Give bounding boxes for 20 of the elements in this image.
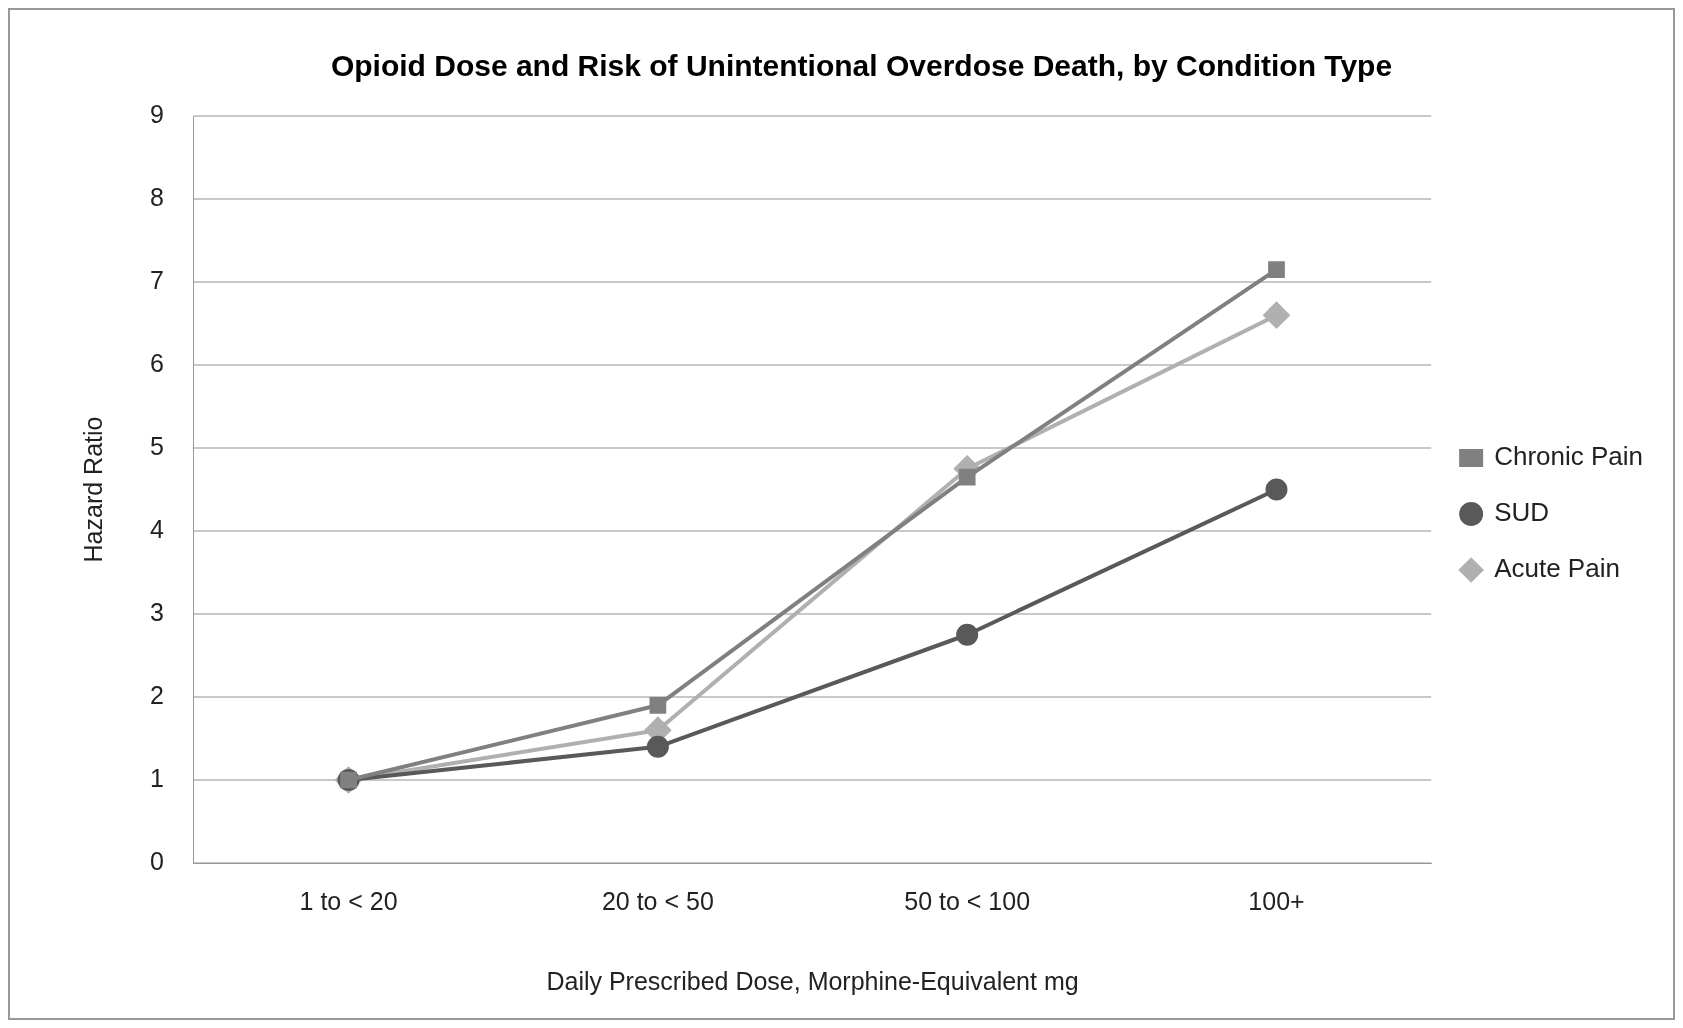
y-tick-label: 1 <box>150 763 164 792</box>
y-tick-label: 5 <box>150 431 164 460</box>
chart-title: Opioid Dose and Risk of Unintentional Overdose Death, by Condition Type <box>330 49 1393 83</box>
y-tick-label: 7 <box>150 265 164 294</box>
x-axis-title: Daily Prescribed Dose, Morphine-Equivalent mg <box>546 966 1079 995</box>
x-tick-label: 20 to < 50 <box>601 886 714 915</box>
x-tick-label: 50 to < 100 <box>904 886 1031 915</box>
y-tick-label: 8 <box>150 182 164 211</box>
y-tick-label: 0 <box>150 846 164 875</box>
legend-label: Chronic Pain <box>1494 441 1644 472</box>
y-axis-title: Hazard Ratio <box>78 416 107 563</box>
x-tick-label: 1 to < 20 <box>299 886 398 915</box>
y-tick-label: 3 <box>150 597 164 626</box>
y-tick-label: 2 <box>150 680 164 709</box>
legend-label: SUD <box>1494 497 1550 528</box>
y-tick-label: 4 <box>150 514 164 543</box>
legend-label: Acute Pain <box>1494 553 1620 584</box>
y-tick-label: 9 <box>150 99 164 128</box>
y-tick-label: 6 <box>150 348 164 377</box>
x-tick-label: 100+ <box>1248 886 1305 915</box>
